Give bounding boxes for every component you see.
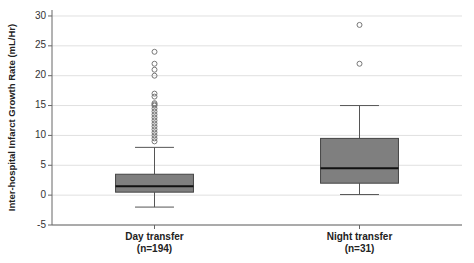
cap-high	[135, 147, 174, 148]
x-tick-label: Night transfer(n=31)	[327, 231, 393, 254]
y-tick-label: -5	[37, 219, 46, 230]
y-tick-label: 5	[40, 159, 46, 170]
y-axis-label: Inter-hospital Infarct Growth Rate (mL/H…	[6, 24, 17, 211]
y-tick-label: 25	[35, 39, 47, 50]
cap-low	[340, 194, 379, 195]
y-tick	[48, 225, 52, 226]
grid-line	[52, 105, 462, 106]
box-group	[321, 22, 399, 194]
median	[116, 185, 194, 187]
cap-high	[340, 105, 379, 106]
y-tick-label: 10	[35, 129, 47, 140]
grid-line	[52, 165, 462, 166]
outlier	[357, 61, 362, 66]
y-tick	[48, 105, 52, 106]
grid	[52, 16, 462, 225]
x-tick	[359, 225, 360, 229]
outlier	[152, 73, 157, 78]
y-tick	[48, 75, 52, 76]
box	[321, 138, 399, 183]
box-group	[116, 49, 194, 207]
grid-line	[52, 45, 462, 46]
y-tick	[48, 195, 52, 196]
x-axis-line	[52, 225, 462, 226]
cap-low	[135, 207, 174, 208]
y-tick	[48, 45, 52, 46]
grid-line	[52, 135, 462, 136]
median	[321, 167, 399, 169]
y-axis-line	[52, 10, 53, 225]
outlier	[152, 101, 157, 106]
plot-area	[116, 22, 399, 207]
y-tick	[48, 165, 52, 166]
outlier	[152, 49, 157, 54]
grid-line	[52, 15, 462, 16]
whisker-low	[154, 192, 155, 207]
grid-line	[52, 195, 462, 196]
outlier	[152, 91, 157, 96]
outlier	[357, 22, 362, 27]
grid-line	[52, 75, 462, 76]
chart-container: -5 0 5 10 15 20 25 30 Inter-hospital Infarct Gro…	[0, 0, 474, 263]
grid-line	[52, 225, 462, 226]
outlier	[152, 67, 157, 72]
x-axis: Day transfer(n=194) Night transfer(n=31)	[125, 225, 392, 254]
whisker-high	[359, 106, 360, 139]
outlier	[152, 61, 157, 66]
y-axis: -5 0 5 10 15 20 25 30	[35, 10, 462, 230]
whisker-high	[154, 147, 155, 174]
y-tick-label: 20	[35, 69, 47, 80]
x-tick-label: Day transfer(n=194)	[125, 231, 183, 254]
y-tick-label: 30	[35, 10, 47, 21]
y-tick	[48, 15, 52, 16]
y-tick-label: 0	[40, 189, 46, 200]
y-tick	[48, 135, 52, 136]
whisker-low	[359, 183, 360, 194]
box	[116, 174, 194, 192]
chart-svg: -5 0 5 10 15 20 25 30 Inter-hospital Infarct Gro…	[0, 0, 474, 263]
y-tick-label: 15	[35, 99, 47, 110]
x-tick	[154, 225, 155, 229]
